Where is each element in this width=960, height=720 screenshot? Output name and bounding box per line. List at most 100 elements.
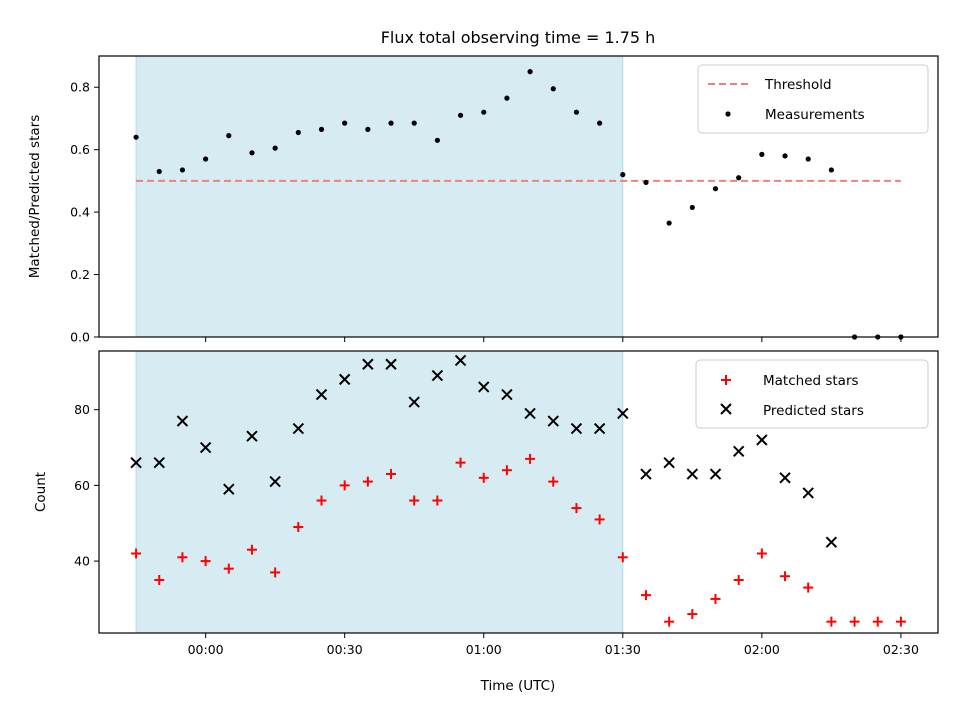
measurement-point xyxy=(457,112,464,118)
measurement-point xyxy=(388,120,394,126)
predicted-star-stroke xyxy=(269,475,281,488)
measurement-point xyxy=(133,134,139,140)
matched-star-point xyxy=(177,552,188,563)
measurement-point xyxy=(527,69,533,75)
matched-star-point xyxy=(733,575,744,586)
measurement-point xyxy=(481,109,487,115)
ratio-y-axis-label: Matched/Predicted stars xyxy=(27,115,43,278)
predicted-star-point xyxy=(802,487,814,499)
predicted-star-point xyxy=(593,422,606,435)
matched-star-point xyxy=(316,495,327,506)
matched-star-point xyxy=(849,616,860,627)
predicted-star-point xyxy=(709,468,722,480)
measurement-point xyxy=(712,186,719,192)
ratio-plot-frame xyxy=(98,55,939,338)
predicted-star-point xyxy=(454,354,467,367)
measurement-point xyxy=(295,129,301,136)
measurement-point xyxy=(643,179,649,186)
ratio-y-tick-label: 0.8 xyxy=(70,80,90,95)
legend-measurements-label: Measurements xyxy=(765,107,865,123)
legend-matched-swatch xyxy=(721,375,731,385)
chart-title: Flux total observing time = 1.75 h xyxy=(381,28,656,47)
count-panel: 40 60 80 00:00 00:30 01:00 01:30 02:00 02:30 Co… xyxy=(33,350,939,694)
matched-star-point xyxy=(756,548,767,559)
predicted-star-stroke xyxy=(385,358,397,370)
predicted-star-point xyxy=(269,475,281,488)
measurement-point xyxy=(573,109,580,115)
matched-star-point xyxy=(803,582,814,593)
predicted-star-point xyxy=(292,422,305,435)
matched-star-point xyxy=(548,476,559,487)
predicted-star-stroke xyxy=(756,434,768,446)
predicted-star-point xyxy=(570,422,583,435)
legend-matched-label: Matched stars xyxy=(763,373,859,389)
measurement-point xyxy=(434,137,440,143)
measurement-point xyxy=(272,145,278,151)
measurement-point xyxy=(620,172,626,178)
matched-star-point xyxy=(386,469,397,480)
predicted-star-point xyxy=(223,483,235,495)
predicted-star-stroke xyxy=(825,536,838,548)
matched-star-point xyxy=(246,544,257,555)
predicted-star-point xyxy=(431,369,444,382)
matched-star-point xyxy=(362,476,373,487)
predicted-star-point xyxy=(315,388,328,401)
predicted-star-stroke xyxy=(617,407,629,420)
predicted-star-point xyxy=(246,430,258,442)
matched-star-point xyxy=(478,472,489,483)
count-observing-window xyxy=(135,350,624,634)
predicted-star-point xyxy=(617,407,629,420)
measurement-point xyxy=(666,220,672,226)
x-tick-label: 02:00 xyxy=(744,642,780,657)
predicted-star-point xyxy=(199,441,212,454)
matched-star-point xyxy=(826,616,837,627)
predicted-star-point xyxy=(640,468,652,480)
ratio-y-tick-label: 0.6 xyxy=(70,142,90,157)
x-tick-label: 00:30 xyxy=(327,642,363,657)
ratio-legend: Threshold Measurements xyxy=(697,64,929,134)
ratio-panel: 0.00.20.40.60.8 Matched/Predicted stars … xyxy=(27,55,939,345)
measurement-point xyxy=(249,150,255,156)
count-y-axis-label: Count xyxy=(33,472,49,512)
measurement-point xyxy=(504,95,510,101)
predicted-star-stroke xyxy=(315,388,328,401)
count-legend-box xyxy=(695,359,929,429)
x-tick-label: 01:00 xyxy=(466,642,502,657)
measurement-point xyxy=(828,167,834,173)
matched-star-point xyxy=(872,616,883,627)
ratio-y-tick-label: 0.2 xyxy=(70,267,90,282)
x-axis-label: Time (UTC) xyxy=(480,678,556,694)
matched-star-point xyxy=(594,514,605,525)
predicted-star-point xyxy=(176,415,189,427)
predicted-star-point xyxy=(547,415,559,427)
matched-star-point xyxy=(664,616,675,627)
matched-star-point xyxy=(710,593,721,604)
predicted-star-stroke xyxy=(431,369,444,382)
measurement-point xyxy=(342,120,348,126)
matched-star-point xyxy=(687,609,698,620)
predicted-star-point xyxy=(825,536,838,548)
matched-star-point xyxy=(293,522,304,533)
matched-star-point xyxy=(501,465,512,476)
count-marks xyxy=(130,354,906,627)
predicted-star-point xyxy=(524,407,536,420)
matched-star-point xyxy=(409,495,420,506)
legend-measurements-swatch xyxy=(725,111,731,117)
count-legend: Matched stars Predicted stars xyxy=(695,359,929,429)
matched-star-point xyxy=(455,457,466,468)
ratio-y-ticks: 0.0 0.2 0.4 0.6 0.8 xyxy=(70,80,99,345)
ratio-marks xyxy=(133,69,904,340)
measurement-point xyxy=(805,156,811,162)
predicted-star-stroke xyxy=(246,430,258,442)
predicted-star-stroke xyxy=(478,381,490,393)
matched-star-point xyxy=(270,567,281,578)
predicted-star-point xyxy=(385,358,397,370)
measurement-point xyxy=(550,86,556,92)
matched-star-point xyxy=(432,495,443,506)
measurement-point xyxy=(597,120,603,126)
ratio-observing-window xyxy=(135,55,624,338)
matched-star-point xyxy=(895,616,906,627)
predicted-star-stroke xyxy=(362,358,374,370)
measurement-point xyxy=(759,151,765,157)
